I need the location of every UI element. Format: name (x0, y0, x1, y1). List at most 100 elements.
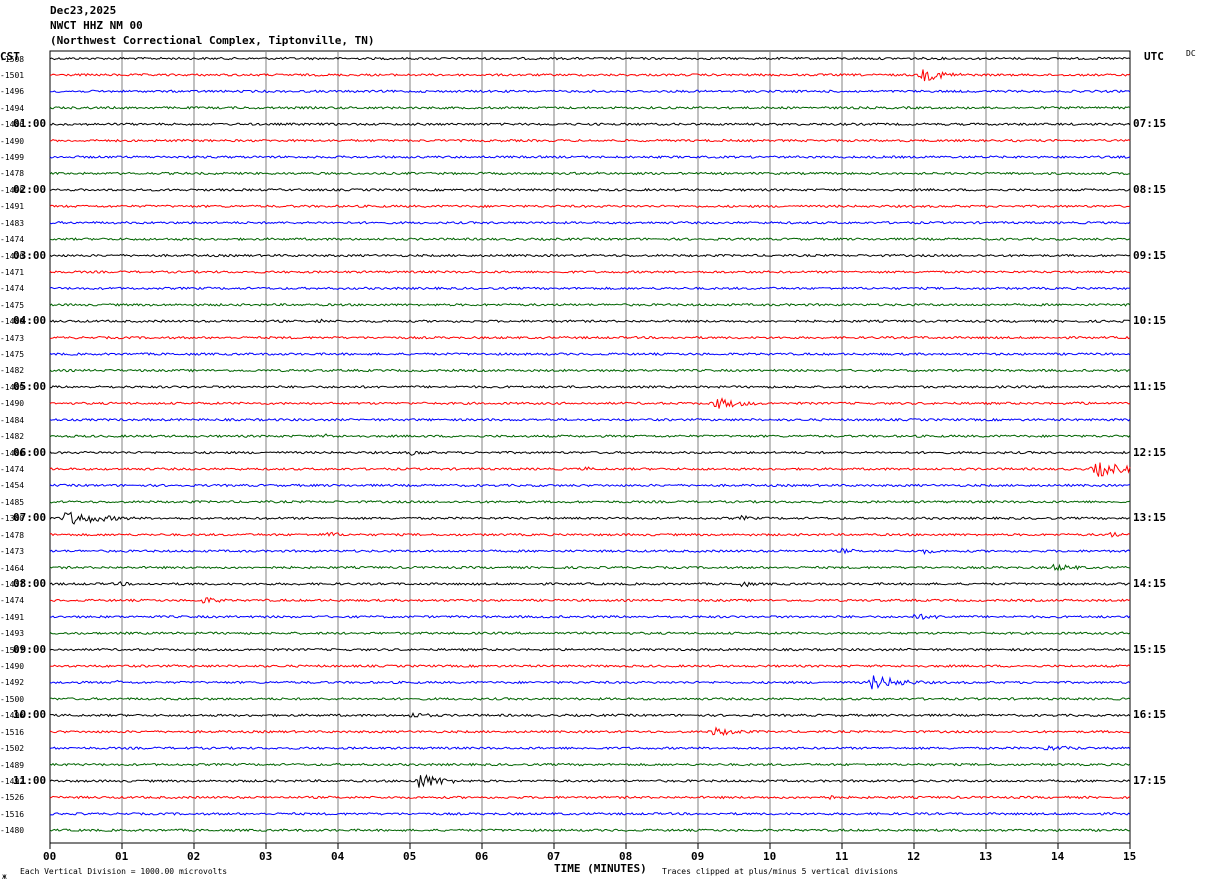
trace-row (49, 286, 1131, 291)
trace-row (49, 318, 1131, 324)
dc-offset-label: -1491 (0, 612, 25, 622)
dc-offset-label: -1496 (0, 87, 25, 97)
dc-offset-label: -1480 (0, 826, 25, 836)
vertical-division-note: Each Vertical Division = 1000.00 microvo… (20, 867, 228, 876)
dc-offset-label: -1489 (0, 760, 25, 770)
clip-note: Traces clipped at plus/minus 5 vertical … (662, 867, 899, 876)
dc-offset-label: -1492 (0, 678, 25, 688)
trace-row (49, 773, 1131, 788)
utc-hour-label: 15:15 (1133, 642, 1167, 656)
x-tick-label: 01 (115, 850, 129, 863)
trace-row (49, 811, 1131, 816)
trace-row (49, 795, 1131, 801)
dc-offset-label: -1473 (0, 333, 25, 343)
dc-offset-label: -1501 (0, 70, 25, 80)
dc-column-header: DC (1186, 49, 1196, 58)
dc-offset-label: -1486 (0, 120, 25, 130)
trace-row (49, 664, 1131, 668)
trace-row (49, 762, 1131, 767)
trace-row (49, 675, 1131, 690)
dc-offset-label: -1516 (0, 727, 25, 737)
dc-offset-label: -1493 (0, 629, 25, 639)
trace-row (49, 220, 1131, 225)
dc-offset-label: -1494 (0, 103, 25, 113)
trace-row (49, 462, 1131, 477)
plot-date: Dec23,2025 (50, 4, 117, 17)
x-tick-label: 12 (907, 850, 921, 863)
trace-row (49, 828, 1131, 833)
dc-offset-label: -1516 (0, 809, 25, 819)
trace-row (49, 712, 1131, 718)
utc-hour-label: 17:15 (1133, 773, 1167, 787)
dc-offset-label: -1499 (0, 153, 25, 163)
dc-offset-label: -1474 (0, 235, 25, 245)
x-tick-label: 05 (403, 850, 417, 863)
dc-offset-label: -1471 (0, 267, 25, 277)
dc-offset-label: -1464 (0, 563, 25, 573)
utc-hour-label: 12:15 (1133, 445, 1167, 459)
trace-row (49, 397, 1131, 409)
dc-offset-label: -1491 (0, 202, 25, 212)
trace-row (49, 499, 1131, 504)
dc-offset-label: -1380 (0, 514, 25, 524)
trace-row (49, 237, 1131, 242)
cst-hour-label: 03:00 (13, 248, 47, 262)
cst-hour-label: 07:00 (13, 511, 47, 525)
trace-row (49, 531, 1131, 538)
trace-row (49, 352, 1131, 357)
trace-row (49, 368, 1131, 373)
trace-row (49, 631, 1131, 636)
utc-hour-label: 07:15 (1133, 117, 1167, 131)
x-tick-label: 08 (619, 850, 633, 863)
trace-row (49, 335, 1131, 340)
utc-hour-label: 10:15 (1133, 314, 1167, 328)
trace-row (49, 417, 1131, 422)
trace-row (49, 155, 1131, 159)
dc-offset-label: -1473 (0, 547, 25, 557)
corner-mark: ж (2, 872, 7, 881)
cst-hour-label: 09:00 (13, 642, 47, 656)
station-code: NWCT HHZ NM 00 (50, 19, 143, 32)
trace-row (49, 581, 1130, 588)
x-tick-label: 15 (1123, 850, 1137, 863)
trace-row (49, 385, 1131, 389)
x-tick-label: 13 (979, 850, 993, 863)
trace-row (49, 105, 1131, 110)
dc-offset-label: -1490 (0, 185, 25, 195)
dc-offset-label: -1475 (0, 350, 25, 360)
utc-hour-label: 08:15 (1133, 182, 1167, 196)
dc-offset-label: -1476 (0, 251, 25, 261)
x-tick-label: 07 (547, 850, 561, 863)
dc-offset-label: -1490 (0, 662, 25, 672)
utc-hour-label: 13:15 (1133, 511, 1167, 525)
dc-offset-label: -1474 (0, 284, 25, 294)
dc-offset-label: -1492 (0, 776, 25, 786)
trace-row (49, 613, 1131, 620)
x-tick-label: 04 (331, 850, 345, 863)
dc-offset-label: -1480 (0, 317, 25, 327)
trace-row (49, 69, 1131, 82)
dc-offset-label: -1500 (0, 694, 25, 704)
dc-offset-label: -1490 (0, 399, 25, 409)
dc-offset-label: -1508 (0, 54, 25, 64)
dc-offset-label: -1502 (0, 744, 25, 754)
trace-row (49, 138, 1131, 143)
dc-offset-label: -1483 (0, 218, 25, 228)
trace-row (49, 726, 1131, 737)
cst-hour-label: 11:00 (13, 773, 47, 787)
utc-hour-label: 14:15 (1133, 576, 1167, 590)
dc-offset-label: -1478 (0, 530, 25, 540)
plot-frame (49, 50, 1131, 844)
trace-row (49, 450, 1131, 456)
left-timezone-label: CST (0, 50, 20, 63)
dc-offset-label: -1489 (0, 382, 25, 392)
x-tick-label: 00 (43, 850, 57, 863)
trace-row (49, 56, 1131, 61)
trace-row (49, 302, 1131, 307)
cst-hour-label: 01:00 (13, 117, 47, 131)
trace-row (49, 696, 1131, 701)
dc-offset-label: -1507 (0, 645, 25, 655)
trace-row (49, 745, 1131, 752)
trace-row (49, 433, 1131, 439)
